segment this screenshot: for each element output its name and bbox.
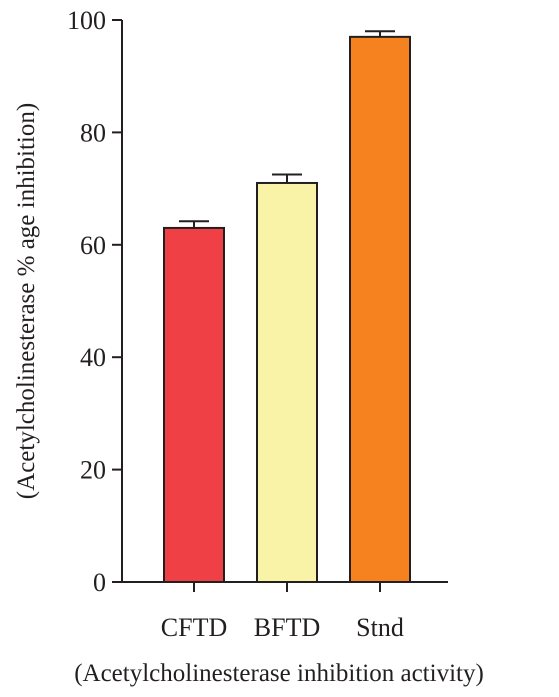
y-axis: 0 20 40 60 80 100 [67, 6, 123, 597]
y-axis-title: (Acetylcholinesterase % age inhibition) [13, 103, 40, 499]
y-tick-label: 60 [80, 231, 106, 260]
x-axis: CFTD BFTD Stnd [121, 581, 448, 642]
error-bar-bftd [272, 173, 302, 183]
x-tick-label-cftd: CFTD [161, 613, 227, 642]
y-tick-label: 20 [80, 456, 106, 485]
error-bar-stnd [365, 30, 395, 37]
y-ticks: 0 20 40 60 80 100 [67, 6, 122, 597]
error-bar-cftd [179, 220, 209, 228]
x-tick-label-bftd: BFTD [254, 613, 320, 642]
bar-bftd [256, 181, 318, 583]
bar-stnd [349, 35, 411, 584]
y-tick-label: 0 [93, 568, 106, 597]
x-ticks: CFTD BFTD Stnd [161, 582, 404, 642]
y-tick-label: 100 [67, 6, 106, 35]
bars [163, 30, 411, 584]
x-tick-label-stnd: Stnd [356, 613, 404, 642]
y-tick-label: 40 [80, 343, 106, 372]
y-tick-label: 80 [80, 118, 106, 147]
bar-cftd [163, 226, 225, 583]
x-axis-title: (Acetylcholinesterase inhibition activit… [74, 660, 484, 687]
